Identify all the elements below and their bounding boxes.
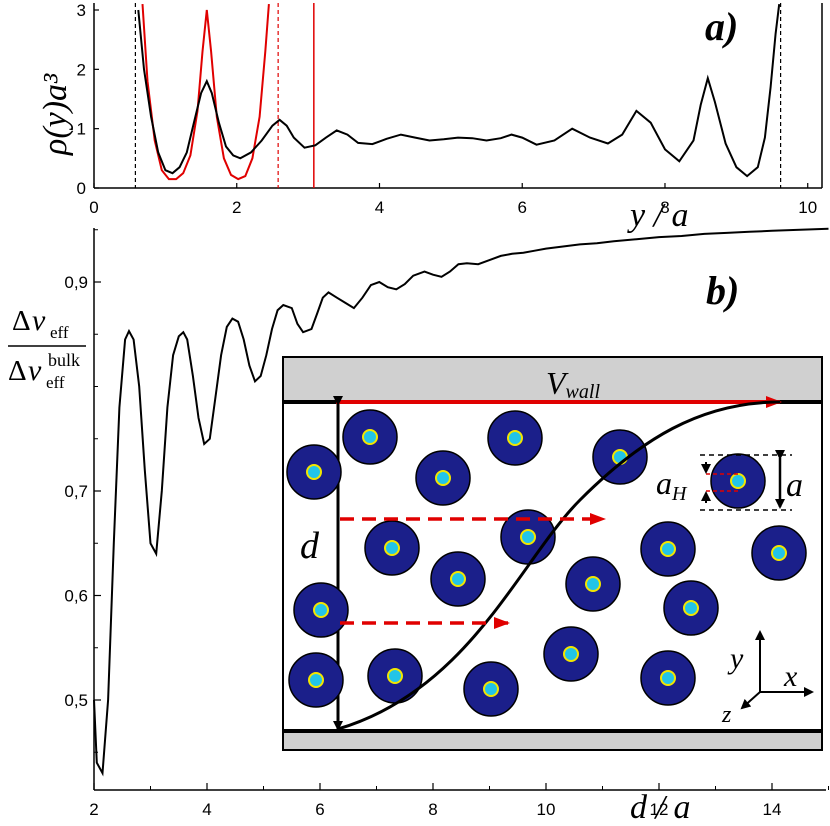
panel-a-x-tick-label: 8 <box>660 198 669 217</box>
panel-b-x-tick-label: 14 <box>763 800 782 819</box>
particle <box>367 648 423 704</box>
panel-b-x-tick-label: 2 <box>89 800 98 819</box>
wall-velocity-symbol: V <box>546 365 569 401</box>
coord-y-label: y <box>727 642 744 675</box>
velocity-profile-curve <box>337 400 781 731</box>
wall-velocity-subscript: wall <box>566 381 601 403</box>
panel-a-black-density-curve <box>137 3 781 178</box>
particle <box>640 521 696 577</box>
panel-b-slip-curve <box>93 227 829 777</box>
gap-height-label: d <box>300 525 320 567</box>
panel-a-x-tick-label: 2 <box>232 198 241 217</box>
y-title-numerator-v: v <box>32 304 46 337</box>
panel-a-y-tick-label: 1 <box>77 120 86 139</box>
particle <box>288 652 344 708</box>
particle <box>487 410 543 466</box>
panel-b-x-tick-label: 8 <box>428 800 437 819</box>
panel-b: 2 4 6 8 10 12 14 0,5 0,6 0,7 0,9 b) d / a Δ v eff … <box>8 227 829 826</box>
panel-a-x-axis-title: y / a <box>627 197 689 234</box>
wall-velocity-label: Vwall <box>546 365 600 403</box>
panel-b-y-axis-title: Δ v eff Δ v eff bulk <box>8 304 86 392</box>
particle <box>463 661 519 717</box>
y-title-denominator-delta: Δ <box>8 355 27 387</box>
panel-b-x-tick-label: 4 <box>202 800 211 819</box>
particle-layer <box>286 409 807 717</box>
panel-b-x-tick-label: 6 <box>315 800 324 819</box>
particle <box>710 453 766 509</box>
particle-size-label: a <box>786 467 803 504</box>
particle <box>543 626 599 682</box>
particle <box>430 551 486 607</box>
coord-x-label: x <box>783 660 798 693</box>
particle <box>663 580 719 636</box>
coord-z-label: z <box>721 702 732 728</box>
particle <box>751 525 807 581</box>
particle <box>415 450 471 506</box>
panel-b-x-tick-label: 12 <box>650 800 669 819</box>
panel-b-x-axis-title: d / a <box>630 789 690 826</box>
panel-a-x-tick-label: 6 <box>518 198 527 217</box>
y-title-numerator-sub: eff <box>50 323 69 342</box>
panel-a-x-tick-label: 10 <box>798 198 817 217</box>
bottom-wall <box>284 731 821 749</box>
panel-a-x-tick-label: 4 <box>375 198 384 217</box>
particle <box>565 556 621 612</box>
panel-a-y-tick-label: 2 <box>77 60 86 79</box>
coord-z-axis <box>740 691 761 710</box>
panel-a: 0 2 4 6 8 10 0 1 2 3 a) y / a ρ(y)a³ <box>37 1 823 234</box>
panel-b-y-tick-label: 0,5 <box>64 691 88 710</box>
top-wall <box>284 358 821 402</box>
inset-schematic: Vwall d a aH y x z <box>282 356 823 751</box>
panel-a-red-density-curve <box>141 4 270 181</box>
y-title-numerator-delta: Δ <box>12 305 31 337</box>
y-title-denominator-sup: bulk <box>48 350 80 370</box>
panel-b-y-tick-label: 0,6 <box>64 587 88 606</box>
panel-a-x-tick-label: 0 <box>89 198 98 217</box>
core-size-label: aH <box>656 465 688 505</box>
core-size-subscript: H <box>671 483 688 505</box>
panel-b-y-tick-label: 0,7 <box>64 482 88 501</box>
panel-a-y-tick-label: 3 <box>77 1 86 20</box>
particle <box>364 520 420 576</box>
panel-b-label: b) <box>706 268 739 313</box>
particle <box>640 650 696 706</box>
panel-b-x-tick-label: 10 <box>537 800 556 819</box>
particle <box>592 429 648 485</box>
particle <box>286 444 342 500</box>
panel-a-label: a) <box>705 4 738 49</box>
core-size-symbol: a <box>656 465 672 501</box>
y-title-denominator-v: v <box>28 354 42 387</box>
panel-a-y-axis-title: ρ(y)a³ <box>37 73 74 156</box>
particle <box>293 582 349 638</box>
panel-a-y-tick-label: 0 <box>77 179 86 198</box>
panel-b-y-tick-label: 0,9 <box>64 273 88 292</box>
particle <box>342 409 398 465</box>
y-title-denominator-sub: eff <box>46 373 65 392</box>
